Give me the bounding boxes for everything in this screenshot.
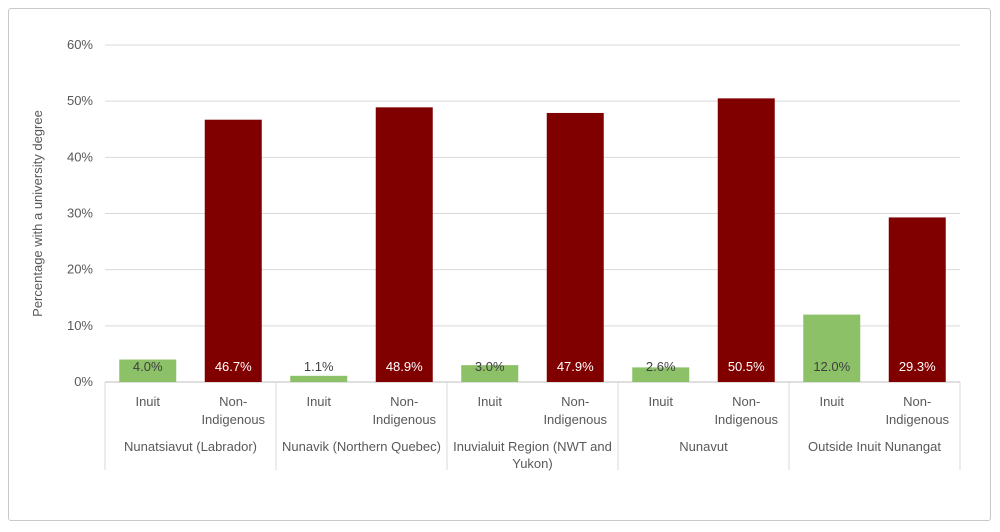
data-label: 4.0% bbox=[133, 359, 163, 374]
y-tick-label: 0% bbox=[74, 374, 93, 389]
data-label: 3.0% bbox=[475, 359, 505, 374]
group-label: Nunavut bbox=[679, 439, 728, 454]
data-label: 12.0% bbox=[813, 359, 850, 374]
series-tick-label: Inuit bbox=[648, 394, 673, 409]
group-label: Nunavik (Northern Quebec) bbox=[282, 439, 441, 454]
data-label: 47.9% bbox=[557, 359, 594, 374]
bar-non-indigenous bbox=[375, 107, 433, 382]
series-tick-label: Inuit bbox=[477, 394, 502, 409]
y-tick-label: 60% bbox=[67, 37, 93, 52]
series-tick-label: Inuit bbox=[819, 394, 844, 409]
series-tick-label: Non- bbox=[732, 394, 760, 409]
data-label: 2.6% bbox=[646, 359, 676, 374]
bar-inuit bbox=[632, 367, 690, 382]
data-label: 48.9% bbox=[386, 359, 423, 374]
group-label: Inuvialuit Region (NWT and bbox=[453, 439, 612, 454]
group-label: Yukon) bbox=[512, 456, 552, 471]
data-label: 1.1% bbox=[304, 359, 334, 374]
bar-non-indigenous bbox=[717, 98, 775, 382]
series-tick-label: Indigenous bbox=[372, 412, 436, 427]
data-label: 29.3% bbox=[899, 359, 936, 374]
series-tick-label: Indigenous bbox=[885, 412, 949, 427]
y-tick-label: 20% bbox=[67, 262, 93, 277]
y-axis-label: Percentage with a university degree bbox=[30, 110, 45, 317]
y-tick-label: 50% bbox=[67, 93, 93, 108]
series-tick-label: Non- bbox=[561, 394, 589, 409]
series-tick-label: Non- bbox=[903, 394, 931, 409]
series-tick-label: Non- bbox=[219, 394, 247, 409]
bar-inuit bbox=[803, 314, 861, 382]
data-label: 50.5% bbox=[728, 359, 765, 374]
series-tick-label: Indigenous bbox=[543, 412, 607, 427]
series-tick-label: Indigenous bbox=[201, 412, 265, 427]
y-tick-label: 40% bbox=[67, 149, 93, 164]
series-tick-label: Non- bbox=[390, 394, 418, 409]
group-label: Nunatsiavut (Labrador) bbox=[124, 439, 257, 454]
series-tick-label: Inuit bbox=[135, 394, 160, 409]
group-label: Outside Inuit Nunangat bbox=[808, 439, 941, 454]
series-tick-label: Inuit bbox=[306, 394, 331, 409]
bar-inuit bbox=[119, 359, 177, 382]
chart-frame bbox=[8, 8, 991, 521]
bar-non-indigenous bbox=[204, 119, 262, 383]
y-tick-label: 30% bbox=[67, 206, 93, 221]
bar-non-indigenous bbox=[888, 217, 946, 382]
data-label: 46.7% bbox=[215, 359, 252, 374]
bar-non-indigenous bbox=[546, 112, 604, 382]
y-tick-label: 10% bbox=[67, 318, 93, 333]
bar-inuit bbox=[461, 365, 519, 382]
bar-inuit bbox=[290, 375, 348, 382]
series-tick-label: Indigenous bbox=[714, 412, 778, 427]
